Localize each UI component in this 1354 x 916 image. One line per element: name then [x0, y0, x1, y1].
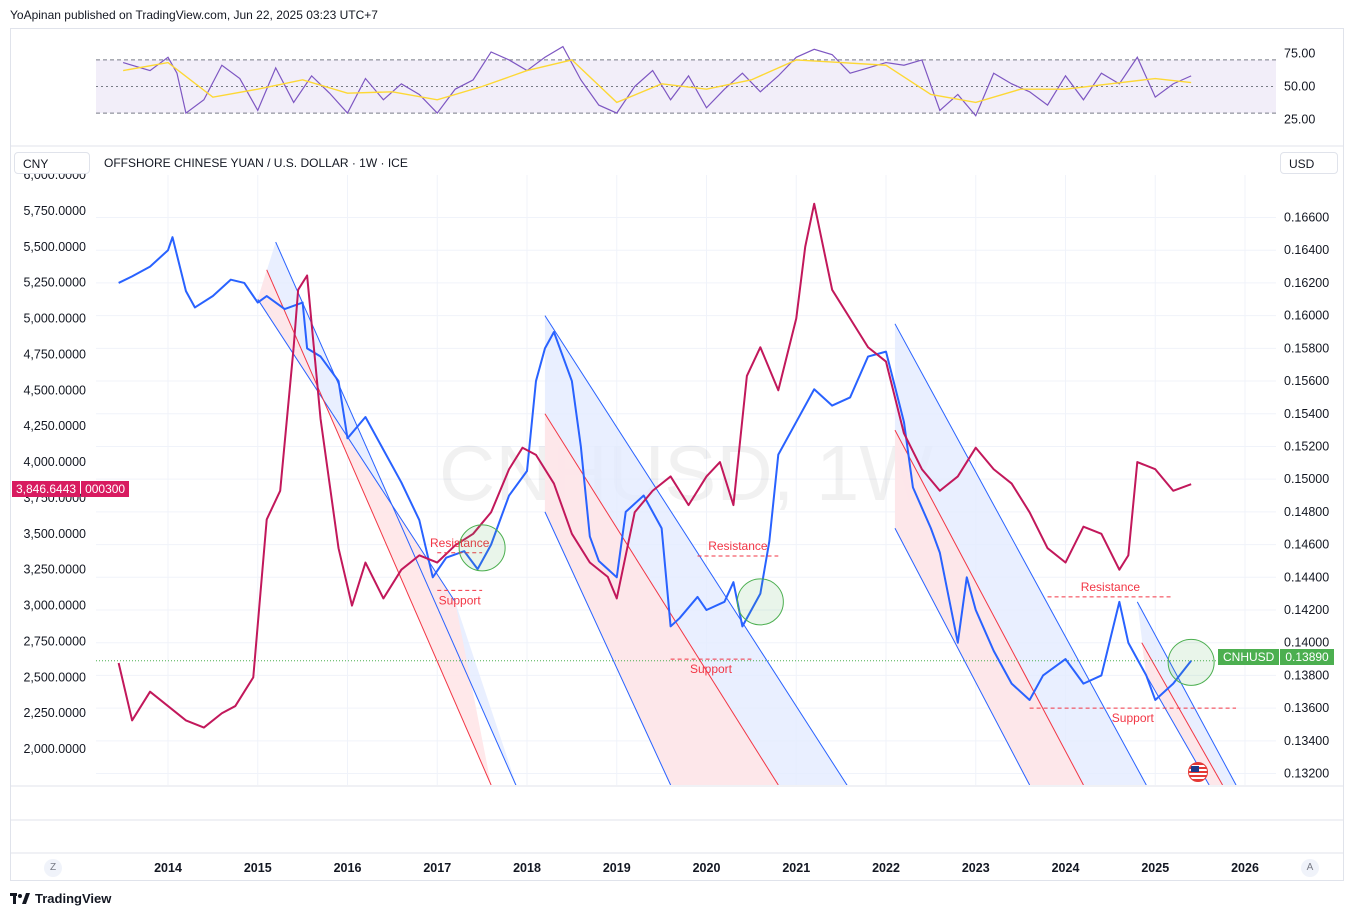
left-axis-tick: 3,000.0000 [23, 599, 86, 613]
cnhusd-price-label: CNHUSD 0.13890 [1218, 649, 1335, 665]
support-label: Support [690, 662, 733, 676]
x-axis-tick: 2023 [962, 861, 990, 875]
left-axis-tick: 4,250.0000 [23, 419, 86, 433]
channel-upper-line [894, 323, 1147, 785]
x-axis-tick: 2017 [423, 861, 451, 875]
watermark: CNHUSD, 1W [439, 429, 933, 517]
symbol-box[interactable]: CNY [14, 152, 90, 174]
channel-lower-line [894, 528, 1031, 785]
x-axis-tick: 2022 [872, 861, 900, 875]
left-axis-tick: 4,000.0000 [23, 455, 86, 469]
resistance-label: Resistance [708, 539, 768, 553]
x-axis-tick: 2014 [154, 861, 182, 875]
channel-mid-line [1141, 642, 1223, 785]
channel-lower-line [544, 511, 672, 785]
channel-lower-fill [257, 269, 492, 785]
channel-lower-line [257, 299, 456, 603]
right-axis-tick: 0.14200 [1284, 603, 1329, 617]
tradingview-logo[interactable]: TradingView [10, 891, 111, 906]
x-axis-tick: 2024 [1052, 861, 1080, 875]
index-symbol: 000300 [81, 481, 130, 497]
right-axis-tick: 0.14600 [1284, 538, 1329, 552]
highlight-circle [736, 578, 784, 626]
x-axis-tick: 2019 [603, 861, 631, 875]
cnhusd-symbol: CNHUSD [1218, 649, 1280, 665]
left-axis-tick: 3,500.0000 [23, 527, 86, 541]
right-axis-tick: 0.13800 [1284, 668, 1329, 682]
tradingview-icon [10, 892, 30, 904]
left-axis-tick: 5,250.0000 [23, 276, 86, 290]
right-axis-tick: 0.15000 [1284, 472, 1329, 486]
currency-box[interactable]: USD [1280, 152, 1338, 174]
support-label: Support [1112, 711, 1155, 725]
left-axis-tick: 2,500.0000 [23, 670, 86, 684]
zoom-button[interactable]: Z [44, 859, 62, 877]
right-axis-tick: 0.15800 [1284, 341, 1329, 355]
x-axis-tick: 2026 [1231, 861, 1259, 875]
left-axis-tick: 4,750.0000 [23, 347, 86, 361]
support-label: Support [439, 593, 482, 607]
channel-upper-line [275, 241, 517, 785]
x-axis-tick: 2021 [782, 861, 810, 875]
highlight-circle [1167, 638, 1215, 686]
right-axis-tick: 0.13400 [1284, 734, 1329, 748]
right-axis-tick: 0.14400 [1284, 570, 1329, 584]
channel-mid-line [894, 429, 1084, 785]
resistance-label: Resistance [1081, 580, 1141, 594]
right-axis-tick: 0.15600 [1284, 374, 1329, 388]
chart-frame [10, 28, 1344, 881]
chart-title: OFFSHORE CHINESE YUAN / U.S. DOLLAR · 1W… [104, 156, 408, 170]
channels [257, 241, 1237, 785]
rsi-line [122, 45, 1192, 117]
left-axis-tick: 2,000.0000 [23, 742, 86, 756]
right-axis-tick: 0.15400 [1284, 407, 1329, 421]
highlight-circle [458, 524, 506, 572]
left-axis-tick: 5,000.0000 [23, 312, 86, 326]
right-axis-tick: 0.14000 [1284, 636, 1329, 650]
rsi-axis-tick: 25.00 [1284, 113, 1315, 127]
index-line [117, 202, 1192, 729]
x-axis-tick: 2018 [513, 861, 541, 875]
publish-note: YoApinan published on TradingView.com, J… [10, 8, 378, 22]
series [117, 202, 1192, 729]
left-axis-tick: 5,750.0000 [23, 204, 86, 218]
index-price-value: 3,846.6443 [12, 481, 81, 497]
left-axis-tick: 5,500.0000 [23, 240, 86, 254]
left-axis-tick: 2,750.0000 [23, 634, 86, 648]
x-axis-tick: 2015 [244, 861, 272, 875]
us-flag-icon[interactable] [1188, 762, 1208, 782]
channel-upper-line [1136, 601, 1237, 785]
brand-name: TradingView [35, 891, 112, 906]
x-axis-tick: 2020 [693, 861, 721, 875]
right-axis-tick: 0.15200 [1284, 439, 1329, 453]
right-axis-tick: 0.16200 [1284, 276, 1329, 290]
x-axis-tick: 2016 [334, 861, 362, 875]
right-axis-tick: 0.14800 [1284, 505, 1329, 519]
channel-upper-line [544, 315, 848, 785]
rsi-ma-line [123, 59, 1192, 104]
cnhusd-price-value: 0.13890 [1280, 649, 1334, 665]
channel-fill [257, 242, 517, 785]
right-axis-tick: 0.16400 [1284, 243, 1329, 257]
left-axis-tick: 2,250.0000 [23, 706, 86, 720]
right-axis-tick: 0.13600 [1284, 701, 1329, 715]
right-axis-tick: 0.13200 [1284, 767, 1329, 781]
auto-scale-button[interactable]: A [1301, 859, 1319, 877]
channel-mid-line [266, 269, 492, 785]
right-axis-tick: 0.16600 [1284, 211, 1329, 225]
x-axis-tick: 2025 [1141, 861, 1169, 875]
index-price-label: 3,846.6443 000300 [12, 481, 130, 497]
left-axis-tick: 3,250.0000 [23, 563, 86, 577]
right-axis-tick: 0.16000 [1284, 309, 1329, 323]
rsi-axis-tick: 50.00 [1284, 80, 1315, 94]
rsi-axis-tick: 75.00 [1284, 46, 1315, 60]
left-axis-tick: 4,500.0000 [23, 383, 86, 397]
